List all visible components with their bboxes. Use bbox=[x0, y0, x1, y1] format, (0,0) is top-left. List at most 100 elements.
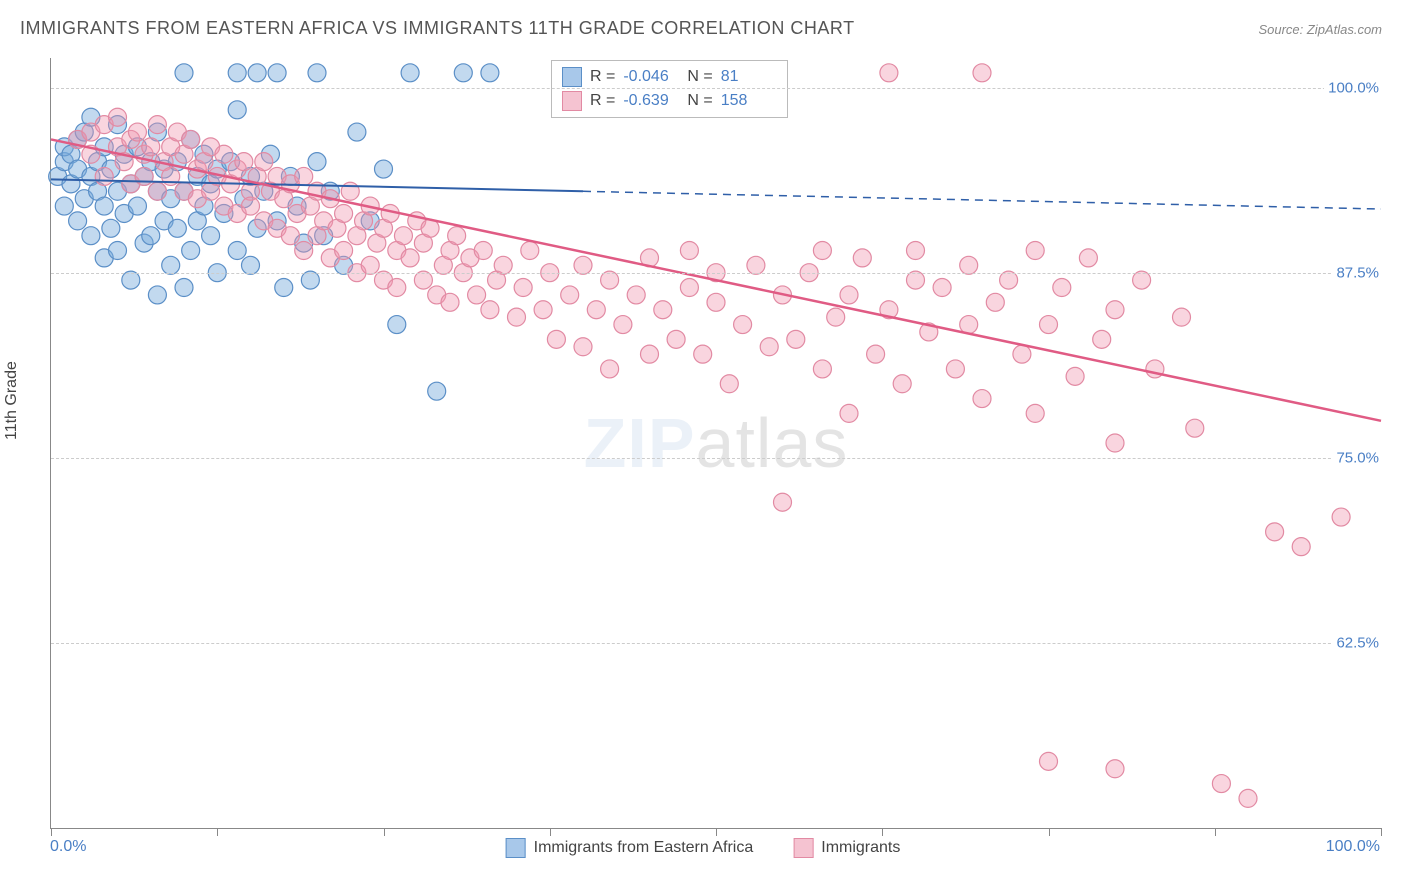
stats-row-pink: R =-0.639 N =158 bbox=[562, 89, 777, 113]
data-point bbox=[474, 242, 492, 260]
data-point bbox=[907, 271, 925, 289]
data-point bbox=[1079, 249, 1097, 267]
data-point bbox=[933, 279, 951, 297]
legend-swatch-icon bbox=[793, 838, 813, 858]
data-point bbox=[95, 167, 113, 185]
data-point bbox=[281, 227, 299, 245]
data-point bbox=[175, 64, 193, 82]
data-point bbox=[128, 197, 146, 215]
data-point bbox=[168, 219, 186, 237]
legend-label: Immigrants from Eastern Africa bbox=[534, 839, 754, 856]
data-point bbox=[627, 286, 645, 304]
data-point bbox=[175, 279, 193, 297]
data-point bbox=[428, 382, 446, 400]
data-point bbox=[1106, 434, 1124, 452]
data-point bbox=[301, 271, 319, 289]
trend-line bbox=[51, 139, 1381, 420]
data-point bbox=[248, 64, 266, 82]
data-point bbox=[1292, 538, 1310, 556]
data-point bbox=[734, 316, 752, 334]
data-point bbox=[361, 256, 379, 274]
data-point bbox=[494, 256, 512, 274]
data-point bbox=[148, 286, 166, 304]
data-point bbox=[268, 64, 286, 82]
x-axis-min-label: 0.0% bbox=[50, 838, 86, 856]
data-point bbox=[215, 145, 233, 163]
data-point bbox=[454, 64, 472, 82]
data-point bbox=[55, 197, 73, 215]
y-tick-label: 62.5% bbox=[1332, 634, 1383, 651]
data-point bbox=[109, 108, 127, 126]
data-point bbox=[255, 153, 273, 171]
y-axis-title: 11th Grade bbox=[3, 361, 21, 440]
data-point bbox=[295, 242, 313, 260]
data-point bbox=[614, 316, 632, 334]
data-point bbox=[109, 242, 127, 260]
data-point bbox=[1106, 760, 1124, 778]
data-point bbox=[102, 219, 120, 237]
data-point bbox=[667, 330, 685, 348]
data-point bbox=[182, 242, 200, 260]
data-point bbox=[547, 330, 565, 348]
data-point bbox=[1239, 789, 1257, 807]
data-point bbox=[986, 293, 1004, 311]
legend-swatch-icon bbox=[506, 838, 526, 858]
data-point bbox=[1266, 523, 1284, 541]
x-tick bbox=[1049, 828, 1050, 836]
data-point bbox=[1332, 508, 1350, 526]
data-point bbox=[508, 308, 526, 326]
gridline bbox=[51, 88, 1381, 89]
data-point bbox=[587, 301, 605, 319]
data-point bbox=[122, 271, 140, 289]
data-point bbox=[148, 182, 166, 200]
data-point bbox=[1026, 404, 1044, 422]
data-point bbox=[574, 256, 592, 274]
data-point bbox=[182, 130, 200, 148]
data-point bbox=[561, 286, 579, 304]
data-point bbox=[514, 279, 532, 297]
data-point bbox=[202, 227, 220, 245]
gridline bbox=[51, 643, 1381, 644]
data-point bbox=[441, 293, 459, 311]
data-point bbox=[707, 293, 725, 311]
data-point bbox=[893, 375, 911, 393]
gridline bbox=[51, 273, 1381, 274]
data-point bbox=[1040, 316, 1058, 334]
data-point bbox=[774, 493, 792, 511]
data-point bbox=[840, 404, 858, 422]
data-point bbox=[335, 242, 353, 260]
data-point bbox=[481, 301, 499, 319]
data-point bbox=[135, 167, 153, 185]
data-point bbox=[973, 390, 991, 408]
data-point bbox=[142, 138, 160, 156]
pink-swatch-icon bbox=[562, 91, 582, 111]
data-point bbox=[481, 64, 499, 82]
data-point bbox=[401, 64, 419, 82]
legend-item: Immigrants from Eastern Africa bbox=[506, 838, 754, 858]
data-point bbox=[1040, 752, 1058, 770]
data-point bbox=[335, 204, 353, 222]
data-point bbox=[142, 227, 160, 245]
data-point bbox=[401, 249, 419, 267]
data-point bbox=[521, 242, 539, 260]
x-tick bbox=[1381, 828, 1382, 836]
data-point bbox=[1133, 271, 1151, 289]
data-point bbox=[468, 286, 486, 304]
data-point bbox=[1000, 271, 1018, 289]
data-point bbox=[128, 123, 146, 141]
data-point bbox=[840, 286, 858, 304]
trend-line-extrapolated bbox=[583, 191, 1381, 209]
data-point bbox=[414, 271, 432, 289]
data-point bbox=[601, 271, 619, 289]
data-point bbox=[827, 308, 845, 326]
plot-area: ZIPatlas R =-0.046 N =81 R =-0.639 N =15… bbox=[50, 58, 1381, 829]
data-point bbox=[242, 256, 260, 274]
data-point bbox=[907, 242, 925, 260]
data-point bbox=[813, 360, 831, 378]
data-point bbox=[680, 242, 698, 260]
bottom-legend: Immigrants from Eastern AfricaImmigrants bbox=[506, 838, 901, 858]
data-point bbox=[295, 167, 313, 185]
y-tick-label: 75.0% bbox=[1332, 449, 1383, 466]
data-point bbox=[747, 256, 765, 274]
data-point bbox=[394, 227, 412, 245]
